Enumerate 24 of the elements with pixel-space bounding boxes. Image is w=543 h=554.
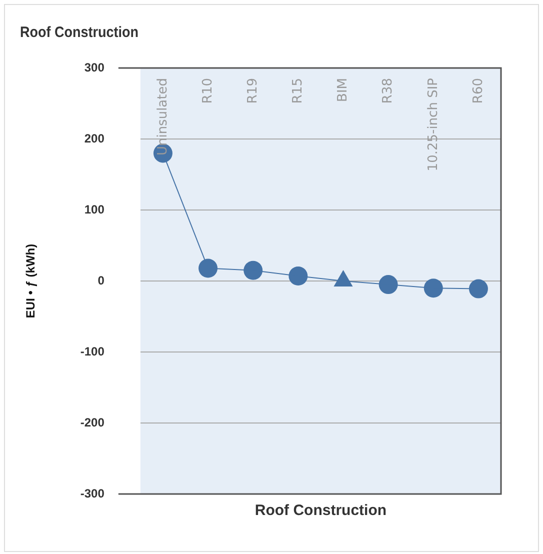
x-tick-label: BIM bbox=[336, 78, 351, 102]
point bbox=[378, 275, 398, 294]
y-tick-label: -300 bbox=[80, 486, 105, 500]
point bbox=[244, 260, 263, 280]
x-tick-label: R10 bbox=[200, 78, 216, 104]
point bbox=[198, 258, 218, 278]
x-tick-label: R60 bbox=[470, 78, 486, 104]
x-tick-label: Uninsulated bbox=[155, 78, 170, 156]
point bbox=[468, 279, 488, 298]
y-tick-label: -100 bbox=[80, 344, 105, 358]
y-axis-title: EUI • ƒ (kWh) bbox=[24, 244, 38, 318]
y-tick-label: 300 bbox=[84, 60, 105, 74]
x-tick-label: R38 bbox=[380, 78, 396, 104]
y-tick-label: -200 bbox=[80, 415, 105, 430]
x-tick-label: 10.25-inch SIP bbox=[426, 78, 441, 172]
x-tick-label: R15 bbox=[290, 78, 306, 104]
y-tick-label: 0 bbox=[98, 273, 105, 288]
point bbox=[424, 278, 443, 298]
point bbox=[288, 266, 308, 286]
y-tick-label: 100 bbox=[84, 202, 105, 216]
y-tick-label: 200 bbox=[84, 131, 105, 146]
x-tick-label: R19 bbox=[245, 78, 260, 104]
x-axis-title: Roof Construction bbox=[254, 502, 387, 520]
chart-title: Roof Construction bbox=[20, 24, 138, 41]
